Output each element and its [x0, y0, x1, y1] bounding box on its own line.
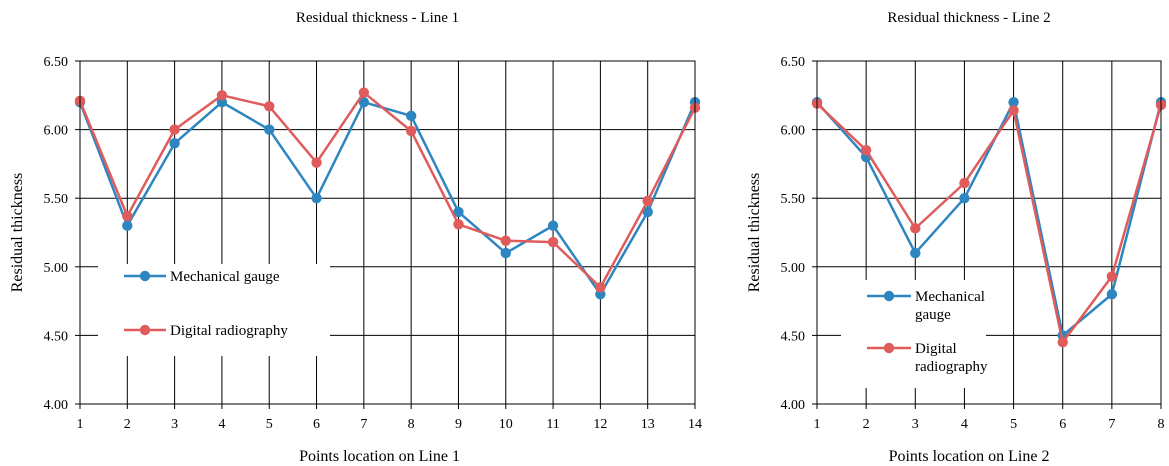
chart-1: Residual thickness - Line 1 4.00 4.50 5.00 5…: [9, 10, 702, 465]
x-axis-label: Points location on Line 2: [889, 448, 1050, 465]
plot-area-border: [816, 60, 1162, 405]
x-tick-label: 4: [961, 417, 968, 432]
y-tick-label: 5.00: [781, 261, 806, 276]
x-tick-label: 8: [1158, 417, 1165, 432]
y-tick-label: 6.50: [44, 55, 69, 70]
data-point: [642, 206, 653, 218]
y-tick-label: 6.50: [781, 55, 806, 70]
x-tick-label: 5: [266, 417, 273, 432]
data-point: [1008, 105, 1019, 116]
x-tick-label: 9: [455, 417, 462, 432]
y-tick-label: 5.00: [44, 261, 69, 276]
data-point: [311, 193, 322, 204]
data-point: [1106, 271, 1118, 282]
series-line-digital-radiography: [78, 91, 697, 289]
legend: Mechanical gauge Digital radiography: [98, 264, 330, 356]
data-point: [1106, 289, 1118, 300]
data-point: [500, 235, 511, 246]
data-point: [122, 210, 133, 222]
x-tick-label: 2: [124, 417, 131, 432]
y-tick-label: 6.00: [44, 124, 69, 139]
data-point: [910, 223, 921, 234]
y-tick-label: 6.00: [781, 124, 806, 139]
legend-marker: [883, 290, 895, 302]
data-point: [405, 110, 417, 122]
y-tick-label: 5.50: [781, 192, 806, 207]
legend-label: Digital radiography: [170, 323, 288, 339]
x-tick-label: 5: [1010, 417, 1017, 432]
data-point: [405, 125, 417, 137]
y-tick-label: 5.50: [44, 192, 69, 207]
x-tick-label: 2: [863, 417, 870, 432]
data-point: [264, 101, 275, 112]
y-tick-label: 4.00: [781, 398, 806, 413]
x-tick-label: 1: [77, 417, 84, 432]
data-point: [959, 193, 970, 204]
data-point: [1008, 96, 1019, 108]
y-tick-label: 4.50: [781, 329, 806, 344]
data-point: [547, 220, 559, 231]
data-point: [122, 220, 133, 231]
legend-label: Digital radiography: [915, 341, 988, 375]
x-tick-label: 14: [688, 417, 702, 432]
data-point: [642, 195, 653, 207]
legend-marker: [139, 324, 151, 336]
data-point: [216, 90, 228, 101]
x-tick-label: 11: [546, 417, 559, 432]
data-point: [860, 144, 872, 156]
x-tick-label: 7: [360, 417, 367, 432]
series-line-mechanical-gauge: [816, 100, 1163, 337]
series-line-digital-radiography: [816, 102, 1163, 344]
y-tick-label: 4.50: [44, 329, 69, 344]
x-tick-label: 7: [1108, 417, 1115, 432]
data-point: [595, 282, 606, 293]
data-point: [453, 206, 464, 218]
x-axis-label: Points location on Line 1: [299, 448, 460, 465]
y-axis-label: Residual thickness: [746, 173, 763, 293]
legend-marker: [139, 270, 151, 282]
legend: Mechanical gauge Digital radiography: [841, 280, 988, 388]
data-point: [358, 87, 370, 98]
chart-title: Residual thickness - Line 1: [296, 10, 459, 26]
data-point: [959, 177, 970, 189]
x-tick-label: 4: [218, 417, 225, 432]
data-point: [910, 247, 921, 259]
x-tick-label: 3: [171, 417, 178, 432]
x-tick-label: 8: [408, 417, 415, 432]
legend-box: [98, 264, 330, 356]
legend-box: [841, 280, 986, 388]
data-point: [500, 247, 511, 259]
data-point: [169, 124, 180, 135]
y-tick-label: 4.00: [44, 398, 69, 413]
x-tick-label: 3: [912, 417, 919, 432]
x-tick-label: 10: [499, 417, 513, 432]
data-point: [169, 138, 180, 149]
y-axis-label: Residual thickness: [9, 173, 26, 293]
chart-2: Residual thickness - Line 2 4.00 4.50 5.00 5…: [746, 10, 1167, 465]
x-tick-label: 13: [641, 417, 655, 432]
x-tick-label: 12: [593, 417, 607, 432]
chart-title: Residual thickness - Line 2: [887, 10, 1050, 26]
data-point: [358, 96, 370, 108]
legend-marker: [883, 342, 895, 354]
series-line-mechanical-gauge: [78, 100, 697, 296]
data-point: [1057, 337, 1068, 348]
data-point: [311, 157, 322, 168]
x-tick-label: 6: [1059, 417, 1066, 432]
legend-label: Mechanical gauge: [915, 289, 985, 323]
data-point: [547, 236, 559, 248]
x-tick-label: 1: [814, 417, 821, 432]
data-point: [264, 124, 275, 135]
legend-label: Mechanical gauge: [170, 269, 280, 285]
data-point: [453, 219, 464, 230]
x-tick-label: 6: [313, 417, 320, 432]
plot-area-border: [79, 60, 696, 405]
